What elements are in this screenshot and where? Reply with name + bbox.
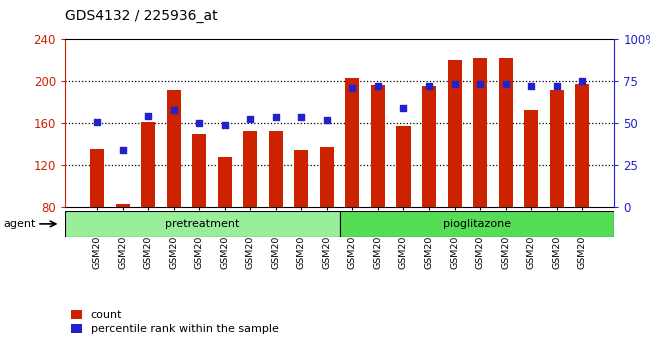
Bar [448, 60, 462, 207]
Point [322, 117, 332, 123]
Bar [166, 90, 181, 207]
Point [526, 84, 536, 89]
Point [372, 84, 383, 89]
Text: pioglitazone: pioglitazone [443, 219, 511, 229]
Point [475, 81, 486, 87]
Bar [243, 131, 257, 207]
Point [347, 86, 358, 91]
Point [296, 114, 307, 120]
Point [398, 105, 409, 111]
Point [551, 84, 562, 89]
Bar [396, 126, 411, 207]
Point [92, 119, 102, 125]
Bar [339, 211, 614, 237]
Bar [320, 147, 334, 207]
Point [220, 122, 230, 128]
Bar [218, 157, 231, 207]
Bar [294, 150, 308, 207]
Legend: count, percentile rank within the sample: count, percentile rank within the sample [71, 310, 278, 334]
Bar [268, 131, 283, 207]
Bar [192, 133, 206, 207]
Bar [65, 211, 339, 237]
Bar [371, 85, 385, 207]
Point [118, 148, 128, 153]
Point [168, 108, 179, 113]
Point [143, 113, 153, 119]
Point [424, 84, 434, 89]
Bar [575, 84, 590, 207]
Bar [524, 110, 538, 207]
Bar [550, 90, 564, 207]
Point [500, 81, 511, 87]
Bar [473, 58, 487, 207]
Bar [116, 204, 129, 207]
Point [449, 81, 460, 87]
Point [270, 114, 281, 120]
Bar [141, 122, 155, 207]
Point [194, 120, 204, 126]
Point [245, 116, 255, 122]
Bar [499, 58, 513, 207]
Text: GDS4132 / 225936_at: GDS4132 / 225936_at [65, 9, 218, 23]
Text: agent: agent [3, 219, 36, 229]
Bar [422, 86, 436, 207]
Text: pretreatment: pretreatment [165, 219, 239, 229]
Point [577, 78, 588, 84]
Bar [90, 149, 104, 207]
Bar [345, 78, 359, 207]
